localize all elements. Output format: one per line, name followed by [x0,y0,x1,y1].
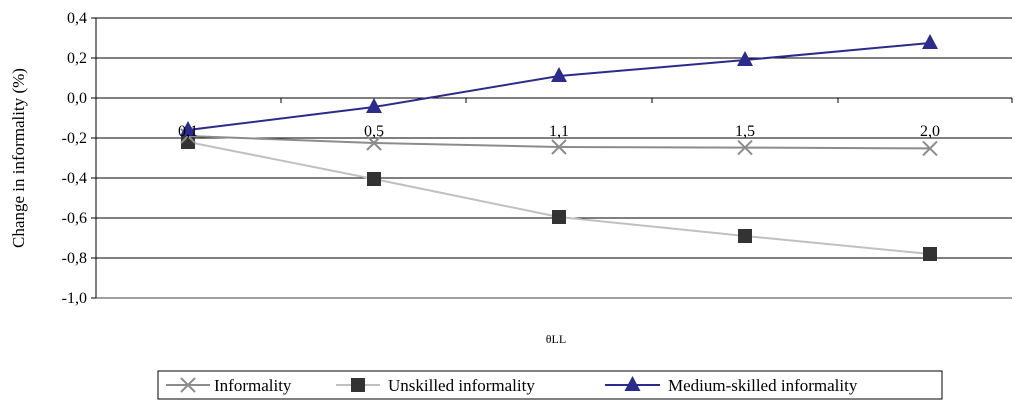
y-axis-title: Change in informality (%) [9,68,28,248]
data-point [922,34,938,49]
series-line [187,42,931,131]
data-point [737,139,753,156]
data-point [551,67,567,82]
legend-marker [624,376,641,391]
legend: Informality Unskilled informality Medium-s… [157,370,943,400]
legend-marker [180,377,196,393]
x-tick-label: 0,5 [364,123,384,140]
y-tick-label: -0,6 [62,210,87,227]
y-tick-label: -0,4 [62,170,87,187]
legend-marker [351,378,365,392]
data-point [367,172,381,186]
data-point [552,210,566,224]
legend-label: Informality [214,376,292,395]
y-tick-label: -1,0 [62,290,87,307]
data-point [737,51,753,66]
y-tick-label: 0,2 [67,50,87,67]
legend-label: Medium-skilled informality [668,376,858,395]
y-tick-label: 0,0 [67,90,87,107]
data-point [366,98,382,113]
data-point [180,121,196,136]
labels-layer: 0,4 0,2 0,0 -0,2 -0,4 -0,6 -0,8 -1,0 0,1 0,5 1,1 1,… [62,10,940,307]
x-tick-label: 1,1 [549,123,569,140]
data-point [923,247,937,261]
axes [91,17,1013,299]
data-point [551,139,567,155]
x-tick-label: 0,1 [178,123,198,140]
legend-box [157,370,943,400]
series-layer [180,34,938,261]
y-tick-label: 0,4 [67,10,87,27]
legend-entry: Medium-skilled informality [605,376,858,395]
y-tick-label: -0,2 [62,130,87,147]
x-tick-label: 1,5 [735,123,755,140]
legend-entry: Unskilled informality [336,376,535,395]
y-tick-label: -0,8 [62,250,87,267]
legend-entry: Informality [166,376,292,395]
data-point [922,140,938,157]
series-line [187,141,931,255]
data-point [738,229,752,243]
x-axis-title: θLL [546,332,566,346]
legend-label: Unskilled informality [388,376,535,395]
x-tick-label: 2,0 [920,123,940,140]
data-point [366,135,382,151]
